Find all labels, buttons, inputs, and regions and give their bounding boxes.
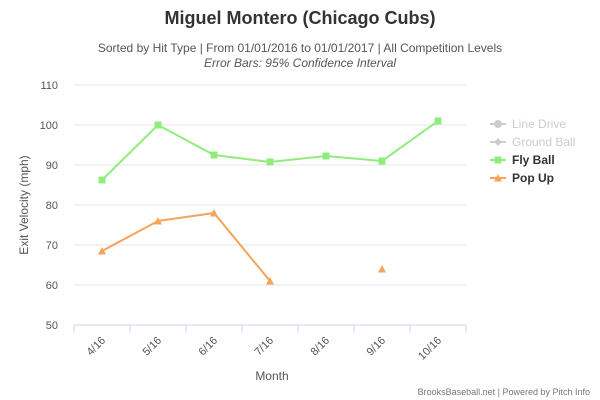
credits: BrooksBaseball.net | Powered by Pitch In… [418, 387, 590, 397]
marker [210, 151, 218, 159]
legend-label: Fly Ball [512, 153, 555, 167]
legend-label: Pop Up [512, 171, 554, 185]
y-tick-label: 50 [46, 320, 58, 332]
marker [494, 174, 502, 182]
marker [154, 217, 162, 225]
marker [494, 156, 502, 164]
x-tick-label: 9/16 [364, 335, 388, 359]
series-line [101, 211, 271, 282]
marker [98, 247, 106, 255]
marker [378, 265, 386, 273]
series-line [101, 120, 439, 181]
marker [98, 176, 106, 184]
marker [494, 138, 502, 146]
y-tick-label: 70 [46, 240, 58, 252]
y-tick-label: 90 [46, 160, 58, 172]
x-tick-label: 5/16 [140, 335, 164, 359]
x-axis-label: Month [255, 369, 288, 383]
x-tick-label: 8/16 [308, 335, 332, 359]
x-tick-label: 6/16 [196, 335, 220, 359]
y-tick-label: 110 [40, 80, 58, 92]
legend-item[interactable]: Fly Ball [490, 153, 555, 167]
marker [210, 209, 218, 217]
marker [494, 120, 502, 128]
y-tick-label: 100 [40, 120, 58, 132]
x-tick-label: 10/16 [416, 335, 444, 363]
legend-label: Ground Ball [512, 135, 575, 149]
marker [434, 117, 442, 125]
marker [266, 158, 274, 166]
y-axis-label: Exit Velocity (mph) [17, 155, 31, 254]
x-tick-label: 4/16 [84, 335, 108, 359]
legend-label: Line Drive [512, 117, 566, 131]
y-tick-label: 80 [46, 200, 58, 212]
y-tick-label: 60 [46, 280, 58, 292]
marker [266, 277, 274, 285]
x-tick-label: 7/16 [252, 335, 276, 359]
legend-item[interactable]: Ground Ball [490, 135, 575, 149]
marker [154, 121, 162, 129]
chart-subtitle: Sorted by Hit Type | From 01/01/2016 to … [98, 41, 502, 55]
chart-title: Miguel Montero (Chicago Cubs) [165, 8, 436, 28]
marker [378, 157, 386, 165]
legend-item[interactable]: Pop Up [490, 171, 554, 185]
legend-item[interactable]: Line Drive [490, 117, 566, 131]
annotation: Error Bars: 95% Confidence Interval [204, 56, 396, 70]
marker [322, 152, 330, 160]
